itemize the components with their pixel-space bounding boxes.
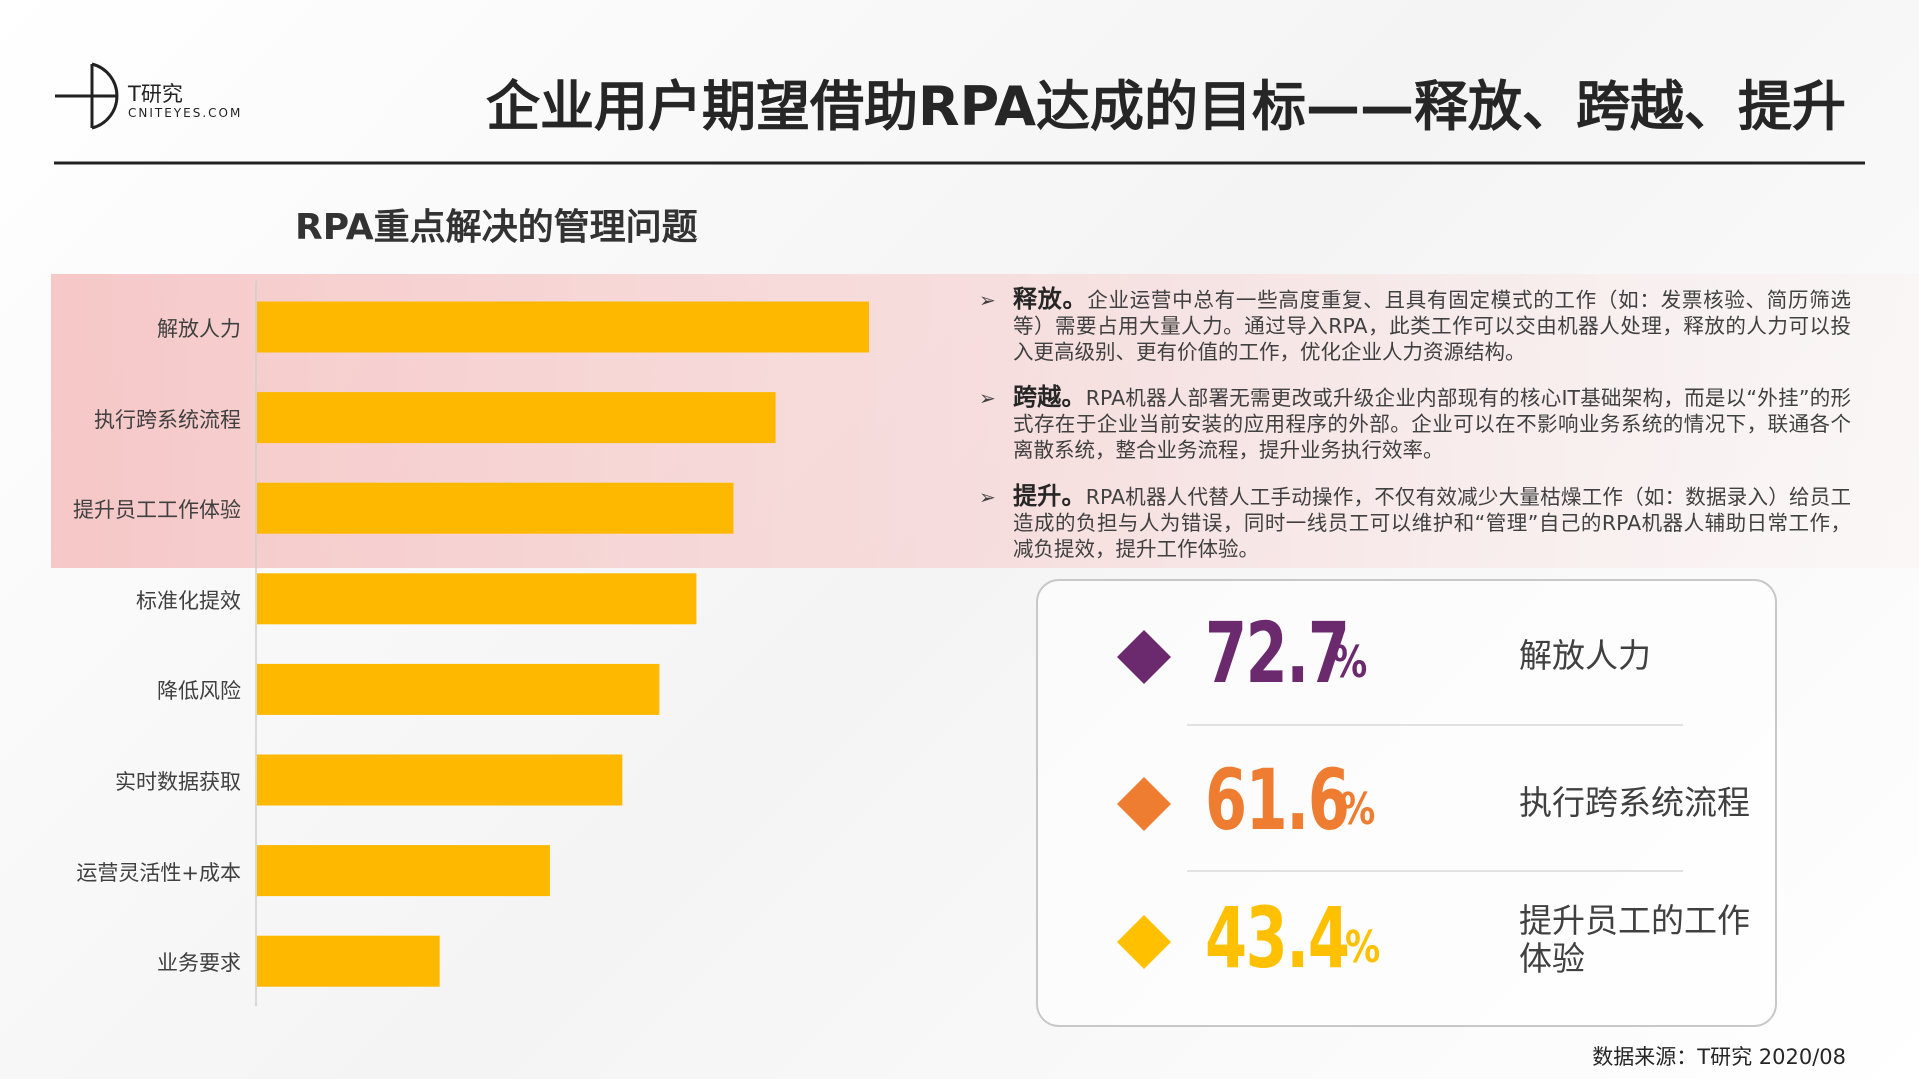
- y-tick-label: 提升员工工作体验: [73, 498, 241, 523]
- bullet-arrow: ➢: [979, 386, 996, 410]
- note: 释放。企业运营中总有一些高度重复、且具有固定模式的工作（如：发票核验、简历筛选等…: [1013, 286, 1851, 365]
- highlight-value: 72.7: [1205, 604, 1350, 702]
- note: 跨越。RPA机器人部署无需更改或升级企业内部现有的核心IT基础架构，而是以“外挂…: [1013, 384, 1851, 463]
- bar: [257, 392, 776, 444]
- logo-name: T研究: [128, 82, 183, 106]
- logo-mark: [55, 62, 119, 130]
- y-tick-label: 标准化提效: [136, 588, 241, 613]
- bar: [257, 663, 660, 715]
- diamond: [1117, 777, 1171, 831]
- note: 提升。RPA机器人代替人工手动操作，不仅有效减少大量枯燥工作（如：数据录入）给员…: [1013, 483, 1851, 562]
- logo-site: CNITEYES.COM: [128, 106, 243, 120]
- note-text: RPA机器人部署无需更改或升级企业内部现有的核心IT基础架构，而是以“外挂”的形…: [1013, 386, 1851, 462]
- bar: [257, 482, 734, 534]
- bar: [257, 754, 623, 806]
- stats-box: [1036, 579, 1777, 1027]
- bar: [257, 845, 550, 897]
- highlight-unit: %: [1332, 637, 1368, 688]
- highlight-value: 61.6: [1205, 751, 1350, 849]
- y-tick-label: 执行跨系统流程: [94, 407, 241, 432]
- highlight-unit: %: [1340, 784, 1376, 835]
- y-tick-label: 降低风险: [157, 679, 241, 704]
- bullet-arrow: ➢: [979, 288, 996, 312]
- note-heading: 释放。: [1013, 285, 1088, 313]
- chart-title: RPA重点解决的管理问题: [295, 207, 698, 248]
- note-heading: 跨越。: [1013, 383, 1086, 411]
- highlight-label: 执行跨系统流程: [1519, 783, 1750, 822]
- source: 数据来源：T研究 2020/08: [1592, 1045, 1846, 1069]
- bar: [257, 301, 869, 353]
- bullet-arrow: ➢: [979, 485, 996, 509]
- bar: [257, 573, 697, 625]
- highlight-label: 解放人力: [1519, 636, 1651, 675]
- highlight-value: 43.4: [1205, 889, 1350, 987]
- note-text: 企业运营中总有一些高度重复、且具有固定模式的工作（如：发票核验、简历筛选等）需要…: [1013, 288, 1852, 364]
- highlight-label: 提升员工的工作体验: [1519, 901, 1750, 978]
- y-tick-label: 解放人力: [157, 317, 241, 341]
- diamond: [1117, 915, 1171, 969]
- y-tick-label: 业务要求: [157, 951, 241, 976]
- diamond: [1117, 630, 1171, 684]
- note-text: RPA机器人代替人工手动操作，不仅有效减少大量枯燥工作（如：数据录入）给员工造成…: [1013, 485, 1851, 561]
- highlight-unit: %: [1345, 922, 1381, 973]
- y-tick-label: 实时数据获取: [115, 770, 241, 794]
- note-heading: 提升。: [1013, 482, 1086, 510]
- page-title: 企业用户期望借助RPA达成的目标——释放、跨越、提升: [486, 75, 1846, 138]
- bar: [257, 935, 440, 987]
- y-tick-label: 运营灵活性+成本: [76, 860, 241, 885]
